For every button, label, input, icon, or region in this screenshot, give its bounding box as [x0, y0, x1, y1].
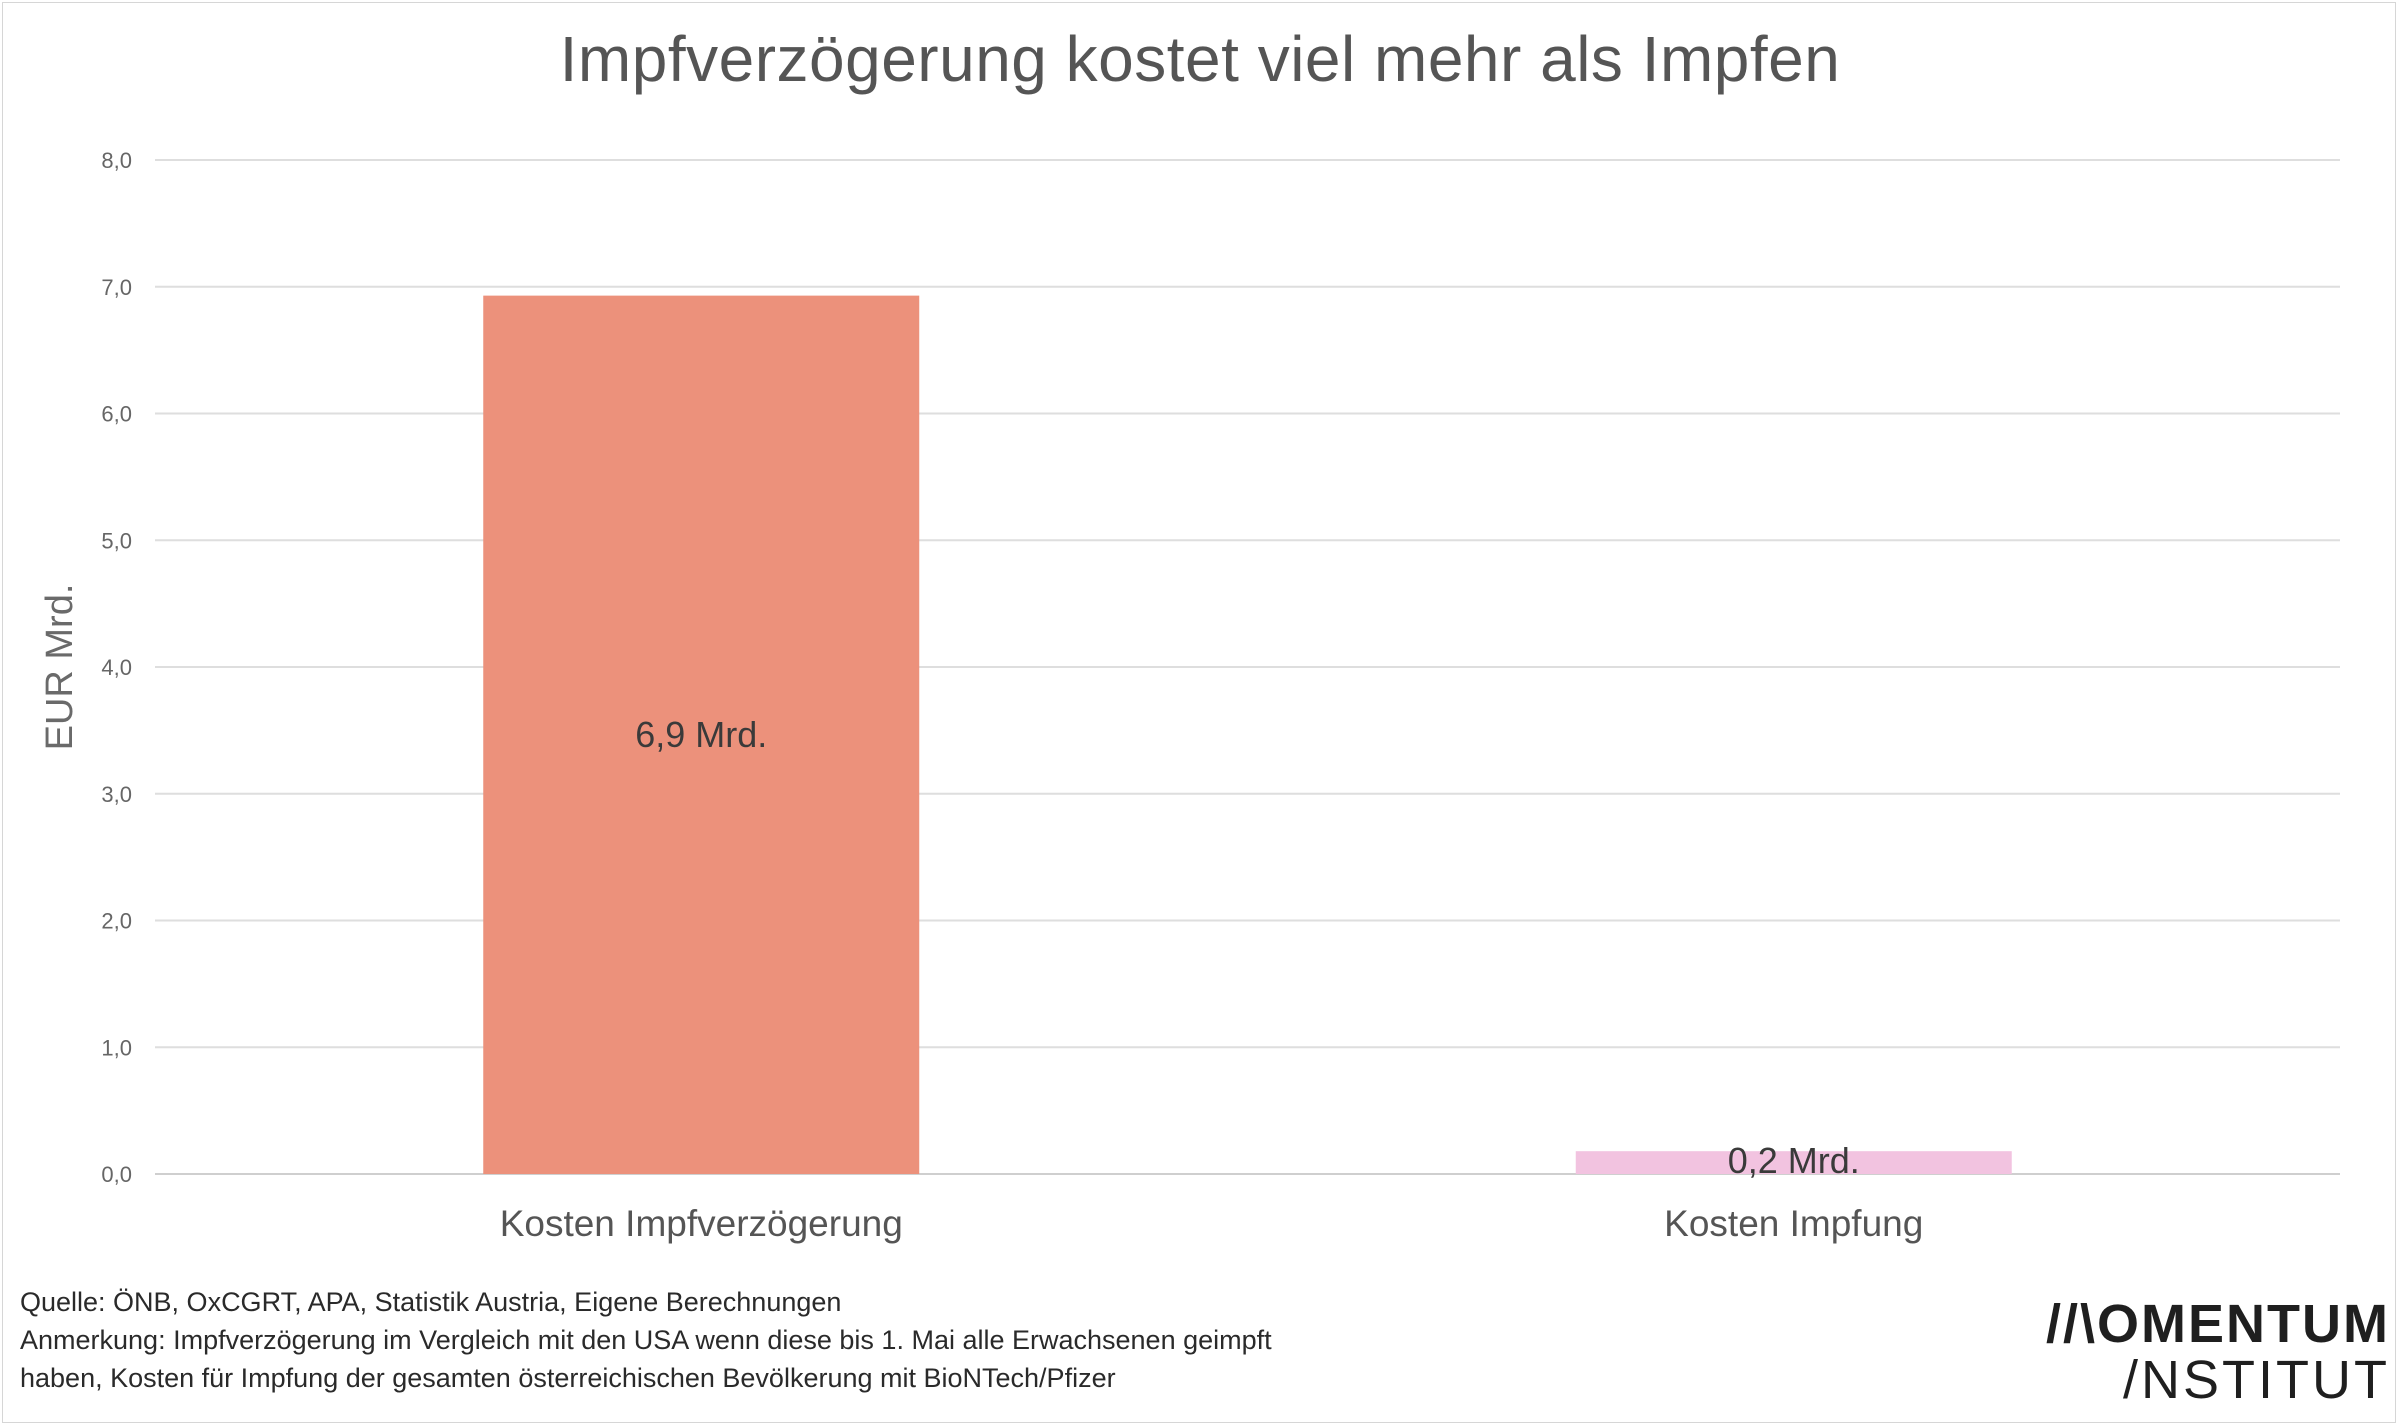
- y-tick-label: 6,0: [101, 402, 132, 427]
- annotation-line-1: Anmerkung: Impfverzögerung im Vergleich …: [20, 1325, 1272, 1355]
- y-tick-label: 2,0: [101, 909, 132, 934]
- y-axis-label: EUR Mrd.: [39, 584, 81, 751]
- bar-chart: 0,0 1,0 2,0 3,0 4,0 5,0 6,0 7,0 8,0 EUR Mrd. 6,9 M…: [39, 148, 2340, 1244]
- annotation-line-2: haben, Kosten für Impfung der gesamten ö…: [20, 1363, 1116, 1393]
- bar: [1575, 1151, 2012, 1174]
- y-tick-label: 4,0: [101, 655, 132, 680]
- x-category-label: Kosten Impfung: [1664, 1203, 1923, 1244]
- y-tick-label: 8,0: [101, 148, 132, 173]
- logo-line-2: /NSTITUT: [2123, 1350, 2390, 1410]
- momentum-institut-logo: //\OMENTUM /NSTITUT: [1990, 1296, 2390, 1408]
- y-tick-label: 1,0: [101, 1035, 132, 1060]
- y-tick-label: 3,0: [101, 782, 132, 807]
- y-tick-label: 5,0: [101, 528, 132, 553]
- bar: [483, 295, 920, 1174]
- chart-title: Impfverzögerung kostet viel mehr als Imp…: [559, 23, 1841, 95]
- data-label: 6,9 Mrd.: [635, 714, 767, 755]
- source-note: Quelle: ÖNB, OxCGRT, APA, Statistik Aust…: [20, 1287, 842, 1317]
- y-tick-label: 0,0: [101, 1162, 132, 1187]
- data-label: 0,2 Mrd.: [1728, 1140, 1860, 1181]
- footer: Quelle: ÖNB, OxCGRT, APA, Statistik Aust…: [20, 1283, 1320, 1397]
- y-tick-label: 7,0: [101, 275, 132, 300]
- x-category-label: Kosten Impfverzögerung: [500, 1203, 903, 1244]
- logo-line-1: //\OMENTUM: [2046, 1294, 2390, 1354]
